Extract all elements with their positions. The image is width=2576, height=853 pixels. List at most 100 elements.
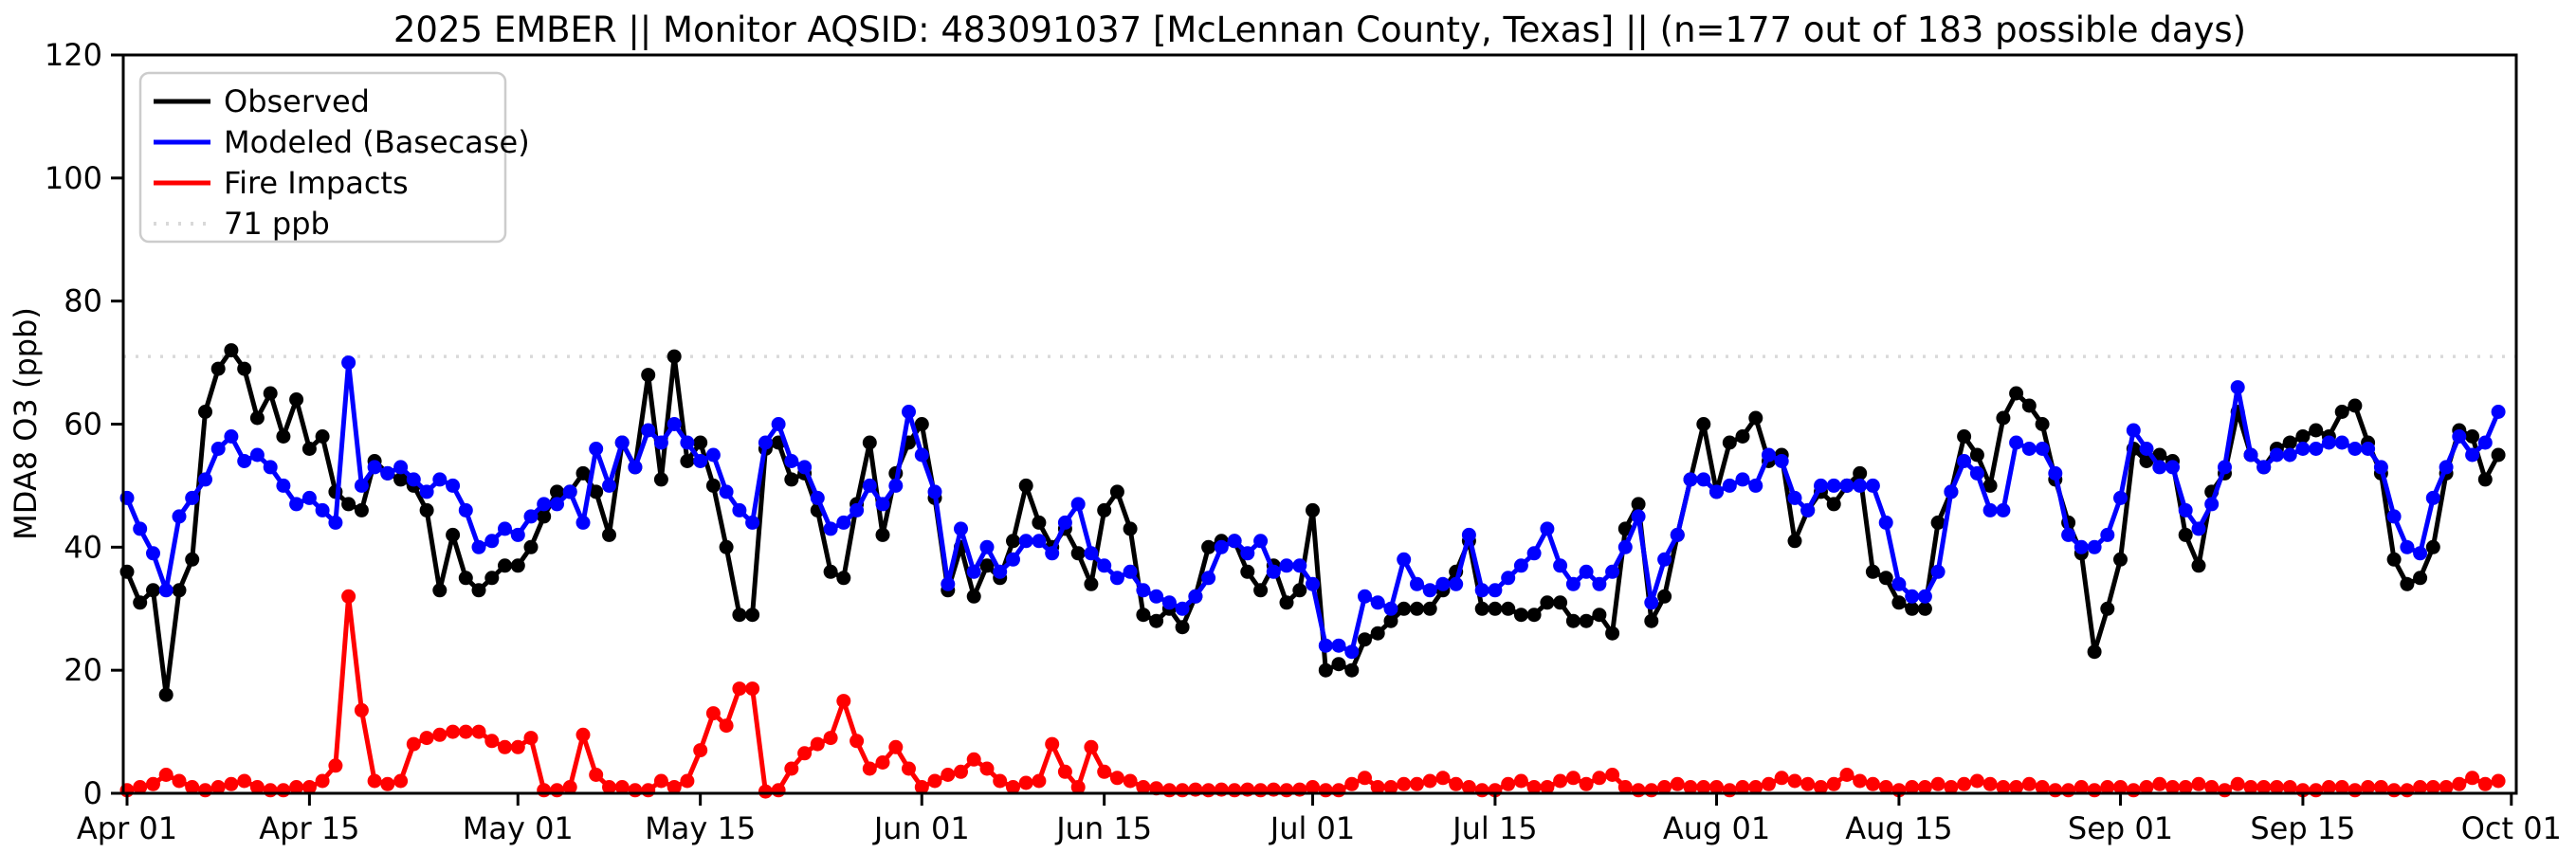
series-marker bbox=[1905, 780, 1920, 794]
series-marker bbox=[1318, 783, 1333, 798]
series-marker bbox=[993, 773, 1008, 789]
series-marker bbox=[1631, 497, 1646, 512]
series-marker bbox=[1318, 638, 1333, 653]
series-marker bbox=[2218, 783, 2232, 798]
series-marker bbox=[1826, 478, 1841, 493]
series-marker bbox=[758, 435, 773, 450]
series-marker bbox=[875, 755, 890, 770]
series-marker bbox=[1253, 583, 1269, 598]
series-marker bbox=[172, 509, 187, 524]
series-marker bbox=[1149, 613, 1164, 628]
series-marker bbox=[1344, 776, 1360, 791]
series-marker bbox=[1331, 657, 1346, 672]
series-marker bbox=[1683, 472, 1698, 487]
series-marker bbox=[719, 539, 734, 554]
series-marker bbox=[237, 454, 252, 468]
series-marker bbox=[301, 442, 317, 456]
series-marker bbox=[289, 780, 304, 794]
plot-area: 0 20 40 60 80 100 120 Apr 01 Apr 15 May 01 May 15 J… bbox=[45, 37, 2562, 846]
series-marker bbox=[341, 355, 356, 371]
series-marker bbox=[1540, 780, 1555, 794]
series-marker bbox=[510, 558, 525, 573]
series-marker bbox=[1422, 601, 1437, 616]
series-marker bbox=[693, 435, 708, 450]
series-marker bbox=[1748, 780, 1763, 794]
series-marker bbox=[1435, 771, 1451, 786]
series-marker bbox=[1109, 771, 1124, 786]
series-marker bbox=[1097, 764, 1112, 779]
series-marker bbox=[1826, 776, 1841, 791]
series-marker bbox=[1722, 435, 1737, 450]
series-marker bbox=[1553, 558, 1568, 573]
series-marker bbox=[1201, 783, 1216, 798]
series-marker bbox=[1957, 429, 1972, 444]
series-marker bbox=[1070, 780, 1086, 794]
series-marker bbox=[185, 552, 200, 567]
series-marker bbox=[158, 583, 174, 598]
series-marker bbox=[237, 361, 252, 376]
series-marker bbox=[1449, 576, 1464, 591]
series-marker bbox=[1709, 780, 1724, 794]
series-marker bbox=[354, 702, 369, 717]
series-marker bbox=[1461, 780, 1476, 794]
series-marker bbox=[1410, 601, 1424, 616]
series-marker bbox=[1006, 534, 1020, 549]
series-marker bbox=[2243, 447, 2258, 463]
series-marker bbox=[146, 546, 160, 561]
series-marker bbox=[2452, 776, 2467, 791]
series-marker bbox=[172, 583, 187, 598]
series-marker bbox=[1383, 780, 1398, 794]
series-marker bbox=[2126, 423, 2141, 438]
series-marker bbox=[2282, 780, 2297, 794]
series-marker bbox=[1917, 601, 1932, 616]
series-marker bbox=[1657, 589, 1672, 604]
series-marker bbox=[1435, 576, 1451, 591]
series-marker bbox=[1865, 776, 1880, 791]
series-marker bbox=[1957, 454, 1972, 468]
series-marker bbox=[1657, 780, 1672, 794]
series-marker bbox=[902, 761, 916, 776]
series-marker bbox=[133, 780, 148, 794]
series-marker bbox=[575, 727, 591, 742]
series-marker bbox=[719, 484, 734, 499]
series-marker bbox=[263, 386, 278, 401]
series-marker bbox=[158, 687, 174, 702]
series-marker bbox=[1565, 576, 1580, 591]
series-marker bbox=[224, 343, 239, 358]
series-marker bbox=[732, 681, 747, 697]
series-marker bbox=[1526, 546, 1542, 561]
series-marker bbox=[2373, 460, 2388, 475]
series-marker bbox=[2477, 472, 2493, 487]
series-marker bbox=[1565, 771, 1580, 786]
series-marker bbox=[172, 773, 187, 789]
series-marker bbox=[2413, 571, 2428, 586]
series-marker bbox=[745, 515, 760, 530]
series-marker bbox=[732, 608, 747, 623]
series-marker bbox=[1526, 780, 1542, 794]
series-marker bbox=[2348, 398, 2363, 413]
series-marker bbox=[1762, 447, 1776, 463]
series-marker bbox=[2113, 552, 2128, 567]
series-marker bbox=[966, 752, 981, 767]
series-marker bbox=[2152, 460, 2167, 475]
series-marker bbox=[1383, 601, 1398, 616]
series-marker bbox=[2035, 417, 2050, 431]
x-tick-label: Oct 01 bbox=[2461, 810, 2562, 846]
series-marker bbox=[1853, 465, 1868, 481]
x-tick-label: Apr 15 bbox=[259, 810, 359, 846]
series-marker bbox=[276, 783, 291, 798]
series-marker bbox=[367, 773, 382, 789]
series-marker bbox=[575, 515, 591, 530]
series-marker bbox=[2269, 447, 2284, 463]
series-marker bbox=[2465, 771, 2480, 786]
y-tick-label: 120 bbox=[45, 37, 102, 73]
series-marker bbox=[2048, 783, 2063, 798]
series-marker bbox=[1617, 539, 1633, 554]
series-marker bbox=[1306, 502, 1320, 517]
series-marker bbox=[1227, 534, 1242, 549]
series-marker bbox=[2348, 442, 2363, 456]
series-marker bbox=[1175, 620, 1190, 635]
series-marker bbox=[419, 502, 434, 517]
series-marker bbox=[2035, 442, 2050, 456]
series-marker bbox=[1006, 552, 1020, 567]
